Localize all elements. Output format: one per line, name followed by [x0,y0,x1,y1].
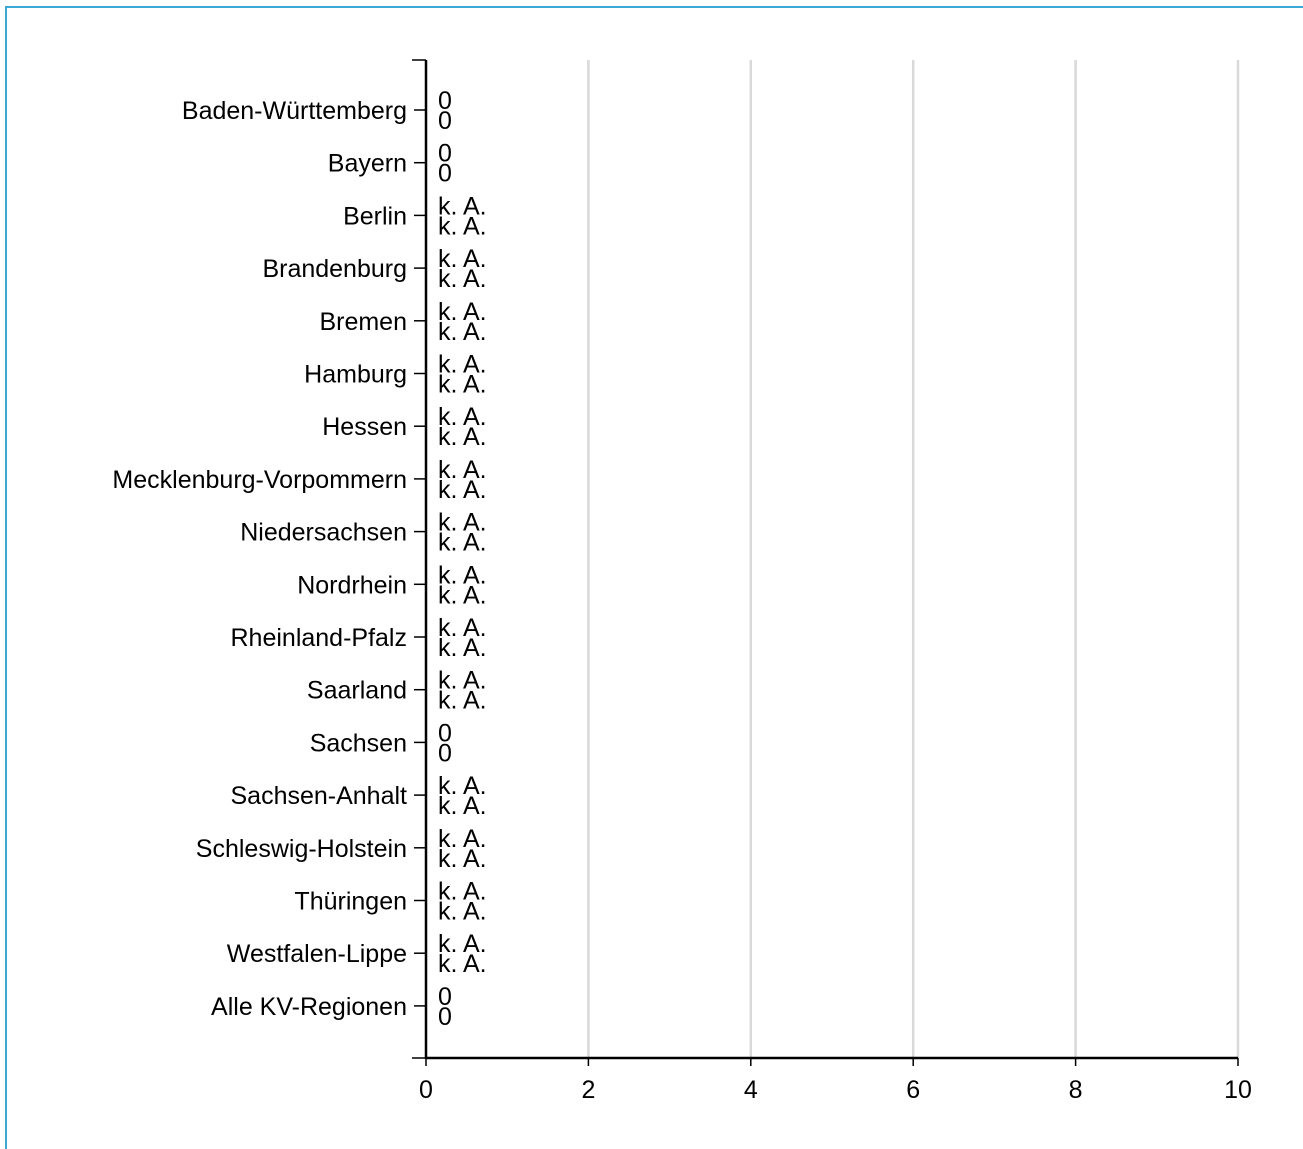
data-label-series-1: k. A. [438,667,487,695]
data-label-series-1: k. A. [438,351,487,379]
data-label-series-2: k. A. [438,634,487,662]
category-label: Alle KV-Regionen [211,993,407,1021]
data-label-series-1: k. A. [438,403,487,431]
category-label: Thüringen [294,888,407,916]
data-label-series-2: k. A. [438,581,487,609]
x-tick-label: 2 [581,1076,595,1104]
chart-panel [5,6,1303,1149]
x-tick-label: 8 [1069,1076,1083,1104]
category-label: Nordrhein [297,571,407,599]
data-label-series-2: k. A. [438,845,487,873]
data-label-series-2: k. A. [438,476,487,504]
data-label-series-1: k. A. [438,930,487,958]
data-label-series-2: 0 [438,107,452,135]
data-label-series-1: k. A. [438,245,487,273]
category-label: Saarland [307,677,407,705]
data-label-series-2: k. A. [438,265,487,293]
category-label: Brandenburg [262,255,407,283]
data-label-series-2: k. A. [438,950,487,978]
category-label: Westfalen-Lippe [227,940,407,968]
data-label-series-2: 0 [438,739,452,767]
data-label-series-2: k. A. [438,529,487,557]
data-label-series-2: k. A. [438,212,487,240]
data-label-series-2: k. A. [438,318,487,346]
data-label-series-2: k. A. [438,687,487,715]
data-label-series-1: k. A. [438,614,487,642]
data-label-series-1: k. A. [438,825,487,853]
x-tick-label: 4 [744,1076,758,1104]
category-label: Mecklenburg-Vorpommern [112,466,407,494]
category-label: Bayern [328,150,407,178]
category-label: Baden-Württemberg [182,97,407,125]
category-label: Berlin [343,202,407,230]
data-label-series-2: k. A. [438,898,487,926]
category-label: Niedersachsen [240,519,407,547]
data-label-series-1: k. A. [438,192,487,220]
category-label: Sachsen-Anhalt [230,782,407,810]
x-tick-label: 10 [1224,1076,1252,1104]
data-label-series-1: 0 [438,719,452,747]
data-label-series-1: 0 [438,87,452,115]
data-label-series-2: k. A. [438,423,487,451]
data-label-series-1: k. A. [438,509,487,537]
axes [412,59,1239,1066]
x-tick-label: 0 [419,1076,433,1104]
x-tick-labels: 0 2 4 6 8 10 [419,1076,1252,1104]
category-label: Sachsen [310,729,407,757]
data-label-series-1: k. A. [438,561,487,589]
data-label-series-1: 0 [438,140,452,168]
category-label: Rheinland-Pfalz [231,624,408,652]
category-label: Bremen [319,308,407,336]
data-label-series-1: 0 [438,983,452,1011]
x-tick-label: 6 [906,1076,920,1104]
category-label: Hamburg [304,361,407,389]
data-label-series-2: k. A. [438,371,487,399]
gridlines [587,60,1240,1058]
category-labels: Baden-Württemberg Bayern Berlin Brandenburg… [112,97,407,1021]
category-label: Hessen [322,413,407,441]
category-label: Schleswig-Holstein [196,835,407,863]
data-label-series-1: k. A. [438,456,487,484]
data-label-series-1: k. A. [438,772,487,800]
data-label-series-2: 0 [438,1003,452,1031]
data-label-series-2: 0 [438,160,452,188]
data-label-series-1: k. A. [438,298,487,326]
data-label-series-1: k. A. [438,878,487,906]
data-label-series-2: k. A. [438,792,487,820]
